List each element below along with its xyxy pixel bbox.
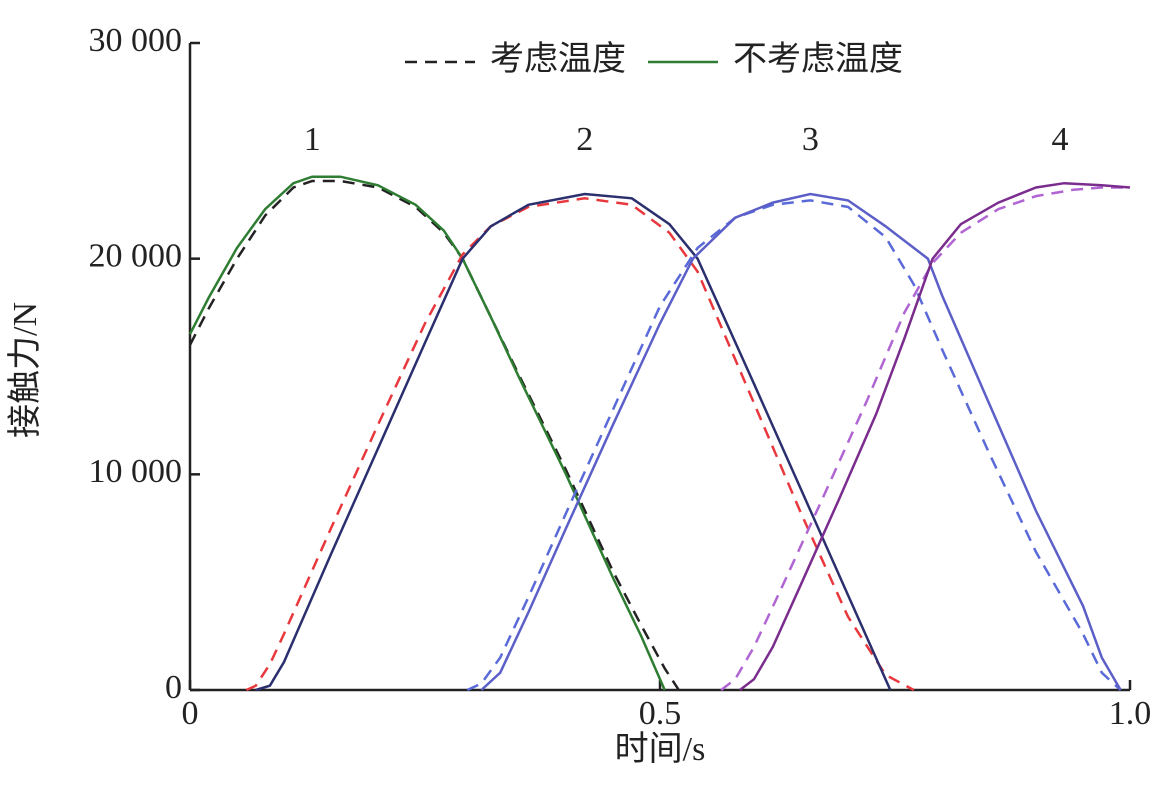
curve-label: 2 xyxy=(576,121,593,158)
curve-considered xyxy=(245,197,915,692)
y-axis-label: 接触力/N xyxy=(6,302,44,438)
curve-label: 3 xyxy=(802,121,819,158)
curve-ignored xyxy=(188,175,666,691)
x-tick-label: 0 xyxy=(182,695,199,732)
y-tick-label: 10 000 xyxy=(89,453,183,490)
curve-ignored xyxy=(480,192,1122,691)
legend-label: 考虑温度 xyxy=(490,40,626,78)
curve-label: 1 xyxy=(304,121,321,158)
y-tick-label: 0 xyxy=(165,669,182,706)
y-tick-label: 30 000 xyxy=(89,22,183,59)
curve-considered xyxy=(188,179,680,691)
x-axis-label: 时间/s xyxy=(615,731,706,768)
curve-ignored xyxy=(739,181,1131,691)
curve-label: 4 xyxy=(1052,121,1069,158)
legend-label: 不考虑温度 xyxy=(733,40,903,78)
curve-considered xyxy=(720,186,1130,691)
x-tick-label: 0.5 xyxy=(639,695,682,732)
x-tick-label: 1.0 xyxy=(1109,695,1152,732)
y-tick-label: 20 000 xyxy=(89,237,183,274)
curve-ignored xyxy=(255,192,892,692)
curve-considered xyxy=(466,199,1122,692)
